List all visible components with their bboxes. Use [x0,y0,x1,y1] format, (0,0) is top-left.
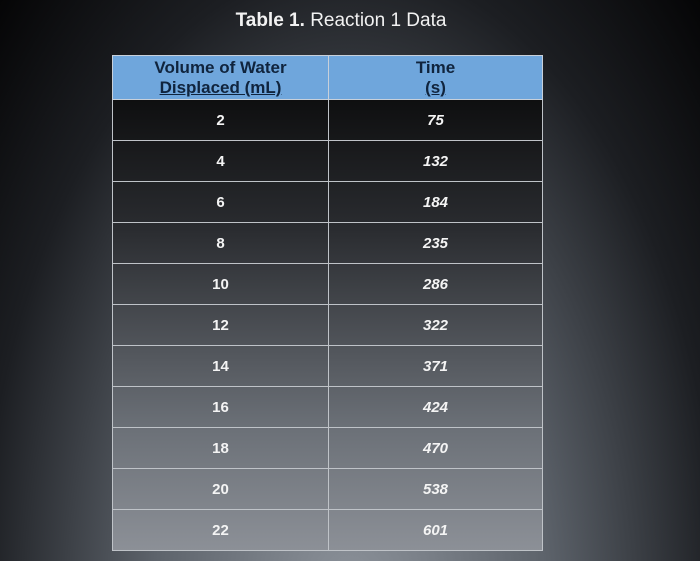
table-cell: 10 [112,263,329,305]
table-cell: 424 [328,386,543,428]
data-table: Volume of Water Displaced (mL) Time (s) 2 75… [112,55,543,551]
table-cell: 235 [328,222,543,264]
table-cell: 18 [112,427,329,469]
table-title: Table 1. Reaction 1 Data [0,10,682,32]
table-cell: 184 [328,181,543,223]
table-cell: 4 [112,140,329,182]
table-cell: 8 [112,222,329,264]
table-row: 14 371 [112,345,543,387]
table-cell: 286 [328,263,543,305]
table-row: 16 424 [112,386,543,428]
header-line: Volume of Water [154,57,287,77]
table-cell: 20 [112,468,329,510]
table-cell: 14 [112,345,329,387]
table-cell: 132 [328,140,543,182]
header-line: Displaced (mL) [159,77,282,97]
table-row: 8 235 [112,222,543,264]
table-head: Volume of Water Displaced (mL) Time (s) [112,55,543,100]
header-row: Volume of Water Displaced (mL) Time (s) [112,55,543,100]
header-line: Time [415,57,456,77]
table-cell: 601 [328,509,543,551]
table-row: 6 184 [112,181,543,223]
table-cell: 6 [112,181,329,223]
table-row: 22 601 [112,509,543,551]
table-cell: 2 [112,99,329,141]
table-cell: 75 [328,99,543,141]
table-row: 10 286 [112,263,543,305]
table-row: 2 75 [112,99,543,141]
table-cell: 22 [112,509,329,551]
table-cell: 16 [112,386,329,428]
table-cell: 12 [112,304,329,346]
table-cell: 470 [328,427,543,469]
title-label: Table 1. [235,10,305,31]
table-row: 4 132 [112,140,543,182]
table-cell: 322 [328,304,543,346]
table-cell: 538 [328,468,543,510]
table-body: 2 75 4 132 6 184 8 235 10 286 12 322 14 371 16 424 18 470… [112,99,543,551]
header-cell: Time (s) [328,55,543,100]
table-cell: 371 [328,345,543,387]
table-row: 18 470 [112,427,543,469]
table-row: 12 322 [112,304,543,346]
title-text: Reaction 1 Data [310,10,447,31]
table-row: 20 538 [112,468,543,510]
header-line: (s) [425,77,446,97]
header-cell: Volume of Water Displaced (mL) [112,55,329,100]
